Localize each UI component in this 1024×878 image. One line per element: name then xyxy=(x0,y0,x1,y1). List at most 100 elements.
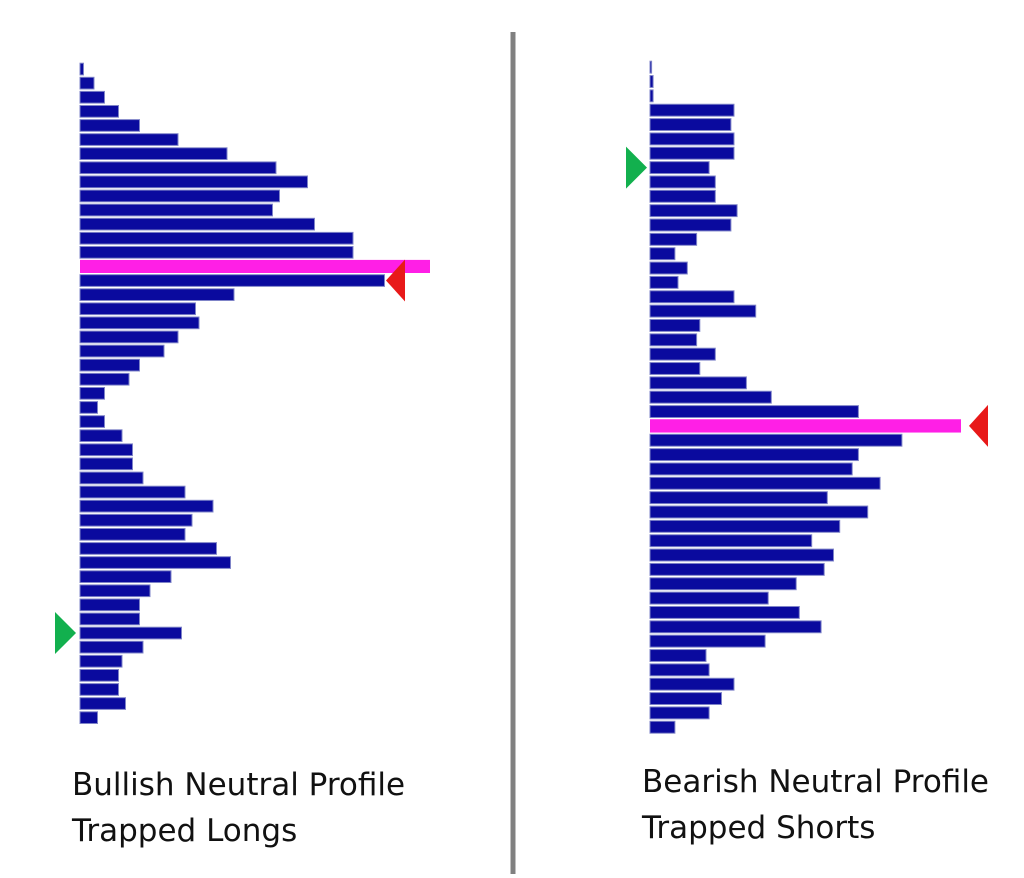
bullish-volume-bar xyxy=(79,147,228,161)
bearish-volume-bar xyxy=(649,146,735,160)
bearish-green-arrow-marker xyxy=(626,146,647,189)
bearish-volume-bar xyxy=(649,706,710,720)
bullish-volume-bar xyxy=(79,302,196,316)
bearish-volume-bar xyxy=(649,175,716,189)
bullish-volume-bar xyxy=(79,443,133,457)
bearish-volume-bar xyxy=(649,390,772,404)
bullish-volume-bar xyxy=(79,387,105,400)
bullish-poc-bar xyxy=(80,259,430,273)
bearish-volume-bar xyxy=(649,562,825,576)
bearish-volume-bar xyxy=(649,132,735,146)
bearish-volume-bar xyxy=(649,591,769,605)
bullish-volume-bar xyxy=(79,669,119,682)
bearish-volume-bar xyxy=(649,519,841,533)
bullish-volume-bar xyxy=(79,711,98,724)
bearish-volume-bar xyxy=(649,204,738,218)
bearish-caption-subtitle: Trapped Shorts xyxy=(642,810,876,846)
bullish-volume-bar xyxy=(79,542,217,555)
bullish-volume-bar xyxy=(79,401,98,414)
bullish-volume-bar xyxy=(79,90,105,104)
bearish-volume-bar xyxy=(649,218,732,232)
bearish-volume-bar xyxy=(649,448,859,462)
bearish-profile-caption: Bearish Neutral Profile Trapped Shorts xyxy=(642,759,989,851)
bullish-volume-bar xyxy=(79,246,354,259)
bearish-volume-bar xyxy=(649,89,654,103)
bullish-volume-bar xyxy=(79,457,133,471)
bearish-volume-bar xyxy=(649,275,679,289)
bullish-volume-bar xyxy=(79,76,95,90)
bearish-poc-bar xyxy=(650,419,961,433)
bearish-volume-bar xyxy=(649,261,688,275)
bearish-caption-title: Bearish Neutral Profile xyxy=(642,764,990,800)
bullish-volume-bar xyxy=(79,654,123,668)
bullish-volume-bar xyxy=(79,62,84,76)
bullish-red-arrow-marker xyxy=(386,259,405,302)
bearish-volume-bar xyxy=(649,75,654,88)
bearish-volume-bar xyxy=(649,649,707,662)
bearish-volume-bar xyxy=(649,663,710,677)
bullish-volume-bar xyxy=(79,584,151,598)
bearish-volume-bar xyxy=(649,606,800,619)
bullish-volume-bar xyxy=(79,316,200,330)
bullish-volume-bar xyxy=(79,612,140,626)
bullish-volume-bar xyxy=(79,372,130,386)
bullish-volume-bar xyxy=(79,231,354,245)
bullish-volume-bar xyxy=(79,330,179,344)
bearish-volume-bar xyxy=(649,720,676,734)
bullish-volume-bar xyxy=(79,133,179,146)
bullish-volume-bar xyxy=(79,415,105,428)
bearish-volume-bar xyxy=(649,60,653,74)
bullish-green-arrow-marker xyxy=(55,612,76,655)
bearish-volume-bar xyxy=(649,692,722,705)
bearish-volume-bar xyxy=(649,232,698,246)
bullish-profile-caption: Bullish Neutral Profile Trapped Longs xyxy=(72,762,405,854)
bearish-volume-bar xyxy=(649,476,881,490)
bearish-volume-bar xyxy=(649,577,797,591)
bullish-volume-bar xyxy=(79,429,123,442)
bearish-volume-bar xyxy=(649,319,701,332)
bullish-volume-bar xyxy=(79,570,172,583)
bullish-volume-bar xyxy=(79,528,186,541)
bullish-volume-bar xyxy=(79,556,231,569)
bearish-volume-bar xyxy=(649,548,834,562)
bullish-volume-bar xyxy=(79,499,214,513)
bearish-volume-bar xyxy=(649,247,676,261)
bearish-volume-bar xyxy=(649,304,757,318)
bullish-caption-title: Bullish Neutral Profile xyxy=(72,767,406,803)
bearish-volume-bar xyxy=(649,491,828,505)
bullish-volume-bar xyxy=(79,513,193,527)
bullish-volume-bar xyxy=(79,640,144,654)
bearish-volume-bar xyxy=(649,376,747,390)
bullish-volume-bar xyxy=(79,344,165,358)
bearish-volume-bar xyxy=(649,362,701,375)
bearish-volume-bar xyxy=(649,433,903,447)
bullish-volume-bar xyxy=(79,471,144,485)
bullish-volume-bar xyxy=(79,697,126,710)
bearish-volume-bar xyxy=(649,405,859,419)
bullish-volume-bar xyxy=(79,274,385,287)
bearish-volume-bar xyxy=(649,534,813,548)
bullish-volume-bar xyxy=(79,288,235,301)
bullish-volume-bar xyxy=(79,119,140,132)
bullish-caption-subtitle: Trapped Longs xyxy=(72,813,298,849)
bearish-volume-bar xyxy=(649,677,735,691)
bearish-volume-bar xyxy=(649,290,735,304)
bearish-volume-bar xyxy=(649,118,732,131)
bullish-volume-bar xyxy=(79,358,140,372)
bearish-volume-bar xyxy=(649,161,710,175)
bearish-red-arrow-marker xyxy=(969,404,988,447)
bearish-volume-bar xyxy=(649,347,716,361)
bearish-volume-bar xyxy=(649,462,853,476)
bearish-volume-bar xyxy=(649,333,698,347)
bullish-volume-bar xyxy=(79,217,315,231)
bullish-volume-bar xyxy=(79,485,186,499)
bearish-volume-bar xyxy=(649,103,735,117)
bullish-volume-bar xyxy=(79,598,140,612)
bullish-volume-bar xyxy=(79,683,119,696)
bullish-volume-bar xyxy=(79,203,273,217)
bearish-volume-bar xyxy=(649,189,716,203)
bullish-profile-chart xyxy=(55,62,430,724)
bullish-volume-bar xyxy=(79,161,277,175)
bullish-volume-bar xyxy=(79,175,308,189)
